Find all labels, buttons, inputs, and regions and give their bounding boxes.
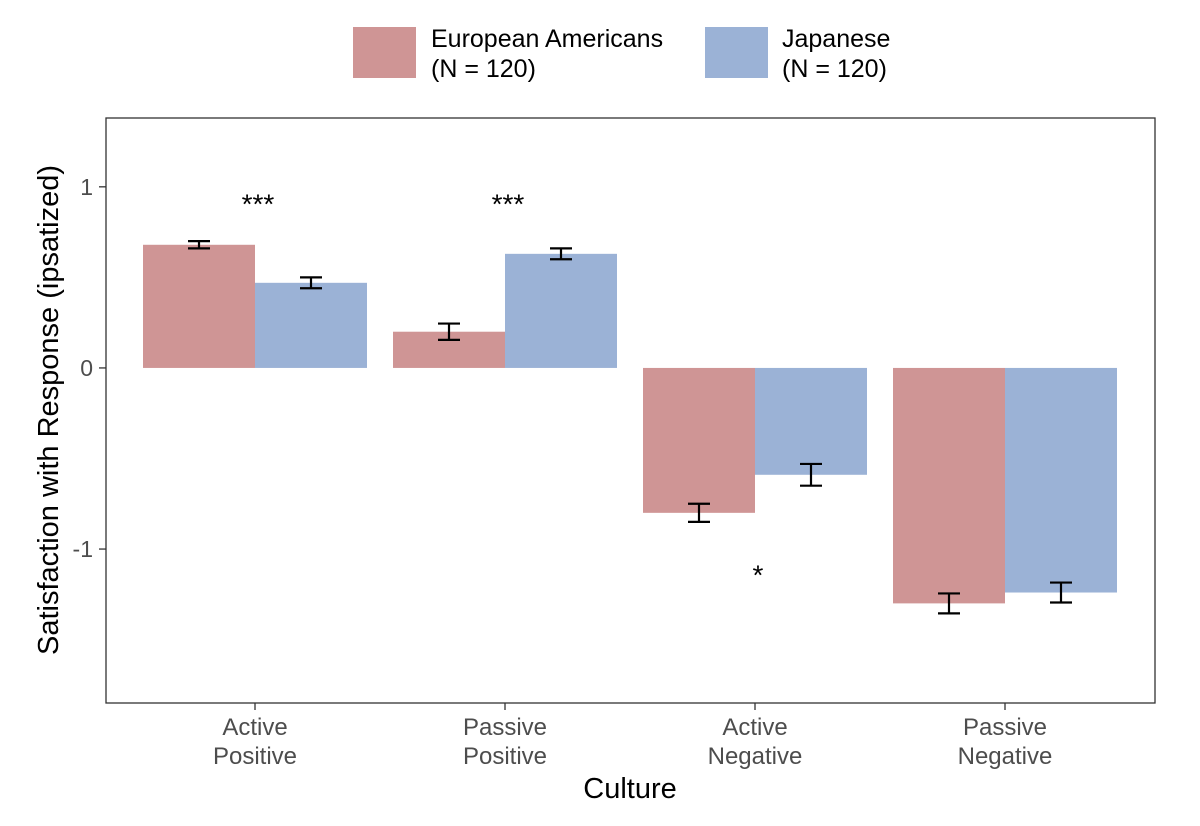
bar-series2-cat2 [505, 253, 617, 368]
y-tick-label: 0 [80, 355, 93, 381]
x-tick-label-line: Negative [958, 743, 1053, 770]
x-tick-label: Passive Negative [958, 714, 1053, 770]
error-bar-series1-cat3 [688, 502, 710, 523]
significance-annotations: *** **** [242, 188, 764, 590]
significance-marker-3: * [753, 560, 764, 591]
bars [143, 244, 1117, 604]
x-tick-label-line: Active [722, 714, 787, 741]
legend-label-series2-line: (N = 120) [782, 55, 887, 83]
bar-series1-cat3 [643, 367, 755, 513]
error-bar-series2-cat1 [300, 276, 322, 290]
legend-swatch-series1 [353, 27, 416, 78]
significance-marker-2: *** [492, 188, 525, 219]
x-tick-label-line: Active [222, 714, 287, 741]
x-tick-label: Passive Positive [463, 714, 547, 770]
error-bar-series1-cat1 [188, 240, 210, 250]
legend-label-series1: European Americans (N = 120) [431, 25, 663, 83]
legend-label-series1-line: (N = 120) [431, 55, 536, 83]
error-bar-series2-cat2 [550, 247, 572, 261]
error-bars [188, 240, 1072, 615]
y-axis: 1 0 -1 [73, 174, 106, 562]
legend-label-series2-line: Japanese [782, 25, 890, 53]
legend-swatch-series2 [705, 27, 768, 78]
y-tick-label: -1 [73, 536, 93, 562]
legend-label-series2: Japanese (N = 120) [782, 25, 890, 83]
x-tick-label-line: Passive [463, 714, 547, 741]
y-tick-label: 1 [80, 174, 93, 200]
bar-series1-cat1 [143, 244, 255, 368]
x-axis-title: Culture [583, 773, 677, 805]
x-tick-label-line: Passive [963, 714, 1047, 741]
bar-series2-cat1 [255, 282, 367, 368]
legend: European Americans (N = 120)Japanese (N = … [353, 25, 890, 83]
plot-panel-border [105, 117, 1156, 704]
x-tick-label-line: Positive [213, 743, 297, 770]
error-bar-series1-cat2 [438, 322, 460, 341]
x-tick-label-line: Positive [463, 743, 547, 770]
bar-series2-cat4 [1005, 367, 1117, 593]
y-axis-title: Satisfaction with Response (ipsatized) [33, 165, 65, 655]
significance-marker-1: *** [242, 188, 275, 219]
legend-label-series1-line: European Americans [431, 25, 663, 53]
bar-series1-cat4 [893, 367, 1005, 604]
error-bar-series2-cat3 [800, 462, 822, 487]
x-tick-label: Active Positive [213, 714, 297, 770]
bar-series2-cat3 [755, 367, 867, 475]
error-bar-series2-cat4 [1050, 581, 1072, 604]
error-bar-series1-cat4 [938, 592, 960, 615]
x-tick-label-line: Negative [708, 743, 803, 770]
x-tick-label: Active Negative [708, 714, 803, 770]
